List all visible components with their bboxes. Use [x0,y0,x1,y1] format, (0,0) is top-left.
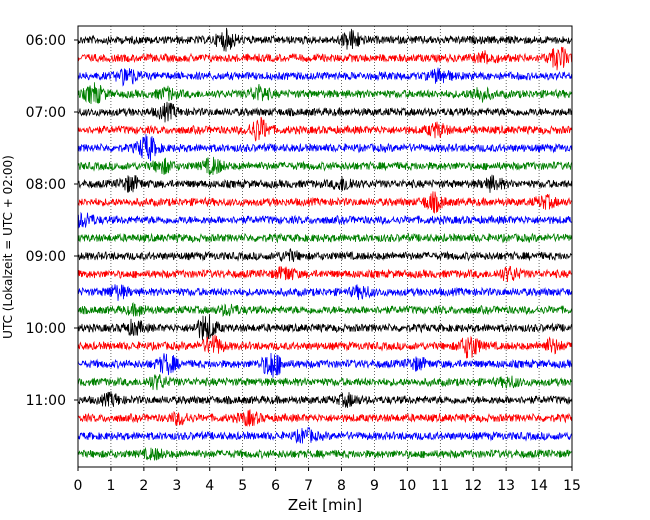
x-tick-label: 13 [497,478,515,494]
x-tick-label: 6 [271,478,280,494]
x-tick-label: 7 [304,478,313,494]
seismic-trace-0800 [77,174,573,193]
x-tick-label: 15 [563,478,581,494]
seismic-trace-0815 [77,191,573,214]
seismic-trace-0700 [77,101,573,123]
seismic-trace-0900 [77,247,573,262]
seismic-trace-0630 [77,67,573,87]
y-tick-label: 06:00 [26,33,66,49]
seismic-trace-1145 [77,446,573,461]
seismic-trace-0830 [77,211,573,229]
y-axis: 06:00 07:00 08:00 09:00 10:00 11:00 [26,33,78,409]
x-tick-label: 8 [337,478,346,494]
y-tick-label: 09:00 [26,249,66,265]
seismic-trace-0615 [77,46,573,71]
x-tick-label: 3 [172,478,181,494]
x-tick-label: 12 [464,478,482,494]
y-tick-label: 11:00 [26,393,66,409]
y-axis-label: UTC (Lokalzeit = UTC + 02:00) [1,155,15,339]
seismic-trace-0945 [77,302,573,317]
y-tick-label: 07:00 [26,105,66,121]
x-axis: 0 1 2 3 4 5 6 7 8 9 10 11 12 13 14 15 [74,467,581,494]
plot-frame [77,25,573,468]
x-tick-label: 2 [139,478,148,494]
seismic-trace-0745 [77,156,573,177]
x-tick-label: 4 [205,478,214,494]
x-tick-label: 11 [431,478,449,494]
x-tick-label: 10 [398,478,416,494]
x-axis-label: Zeit [min] [288,496,362,514]
seismic-trace-1015 [77,334,573,359]
seismic-trace-1000 [77,314,573,343]
y-tick-label: 08:00 [26,177,66,193]
seismic-trace-0845 [77,232,573,244]
seismic-trace-1045 [77,374,573,391]
seismic-trace-1030 [77,352,573,378]
x-tick-label: 0 [74,478,83,494]
seismic-trace-1130 [77,426,573,444]
seismic-traces [77,27,573,461]
seismic-trace-1100 [77,391,573,408]
x-tick-label: 9 [370,478,379,494]
seismic-trace-1115 [77,409,573,427]
seismic-trace-0645 [77,82,573,104]
seismic-trace-0930 [77,284,573,301]
seismic-trace-0600 [77,27,573,52]
seismic-trace-0915 [77,265,573,282]
x-tick-label: 14 [530,478,548,494]
y-tick-label: 10:00 [26,321,66,337]
x-tick-label: 5 [238,478,247,494]
x-tick-label: 1 [106,478,115,494]
seismic-trace-0730 [77,134,573,162]
seismic-trace-0715 [77,116,573,142]
